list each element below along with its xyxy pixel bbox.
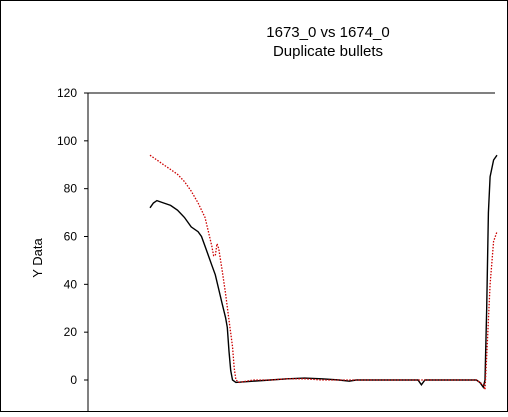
series-line-1 (149, 154, 498, 389)
series-line-2 (149, 154, 498, 390)
chart-title: 1673_0 vs 1674_0 (266, 24, 389, 41)
y-tick-label: 100 (57, 134, 77, 148)
y-tick-label: 120 (57, 86, 77, 100)
y-ticks: 0 20 40 60 80 100 120 (57, 86, 88, 387)
y-tick-label: 80 (64, 182, 78, 196)
y-tick-label: 20 (64, 325, 78, 339)
series-group (149, 154, 498, 390)
y-tick-label: 40 (64, 277, 78, 291)
y-axis-label: Y Data (30, 237, 45, 277)
y-tick-label: 0 (70, 373, 77, 387)
y-tick-label: 60 (64, 230, 78, 244)
chart-subtitle: Duplicate bullets (273, 43, 383, 60)
